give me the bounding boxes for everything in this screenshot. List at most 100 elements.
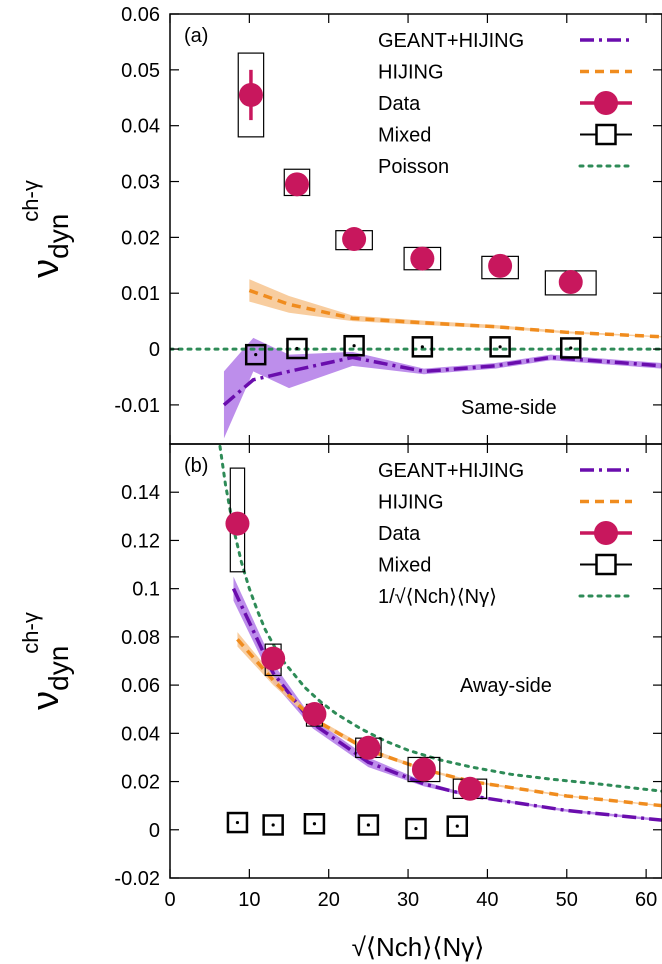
y-tick-label: 0.05 [121, 60, 160, 82]
legend-label: GEANT+HIJING [378, 30, 524, 52]
y-tick-label: 0 [149, 339, 160, 361]
y-axis-label-sup: ch-γ [18, 180, 43, 222]
line-geant-hijing [222, 355, 662, 407]
y-tick-label: 0.1 [132, 579, 160, 601]
mixed-point-center [366, 823, 370, 827]
legend-label: Data [378, 523, 421, 545]
band-geant-hijing [223, 337, 662, 439]
panel-tag: (b) [184, 455, 208, 477]
mixed-point [303, 813, 326, 835]
mixed-point-center [312, 822, 317, 826]
mixed-point-center [254, 353, 258, 357]
mixed-point-center [271, 823, 275, 827]
x-tick-label: 0 [164, 889, 175, 911]
legend-entry: 1/√⟨Nch⟩⟨Nγ⟩ [378, 586, 634, 608]
data-point [225, 511, 250, 536]
x-tick-label: 60 [635, 889, 657, 911]
data-point [356, 735, 381, 760]
mixed-point [226, 811, 249, 834]
data-point [457, 776, 482, 801]
mixed-point-center [295, 346, 299, 351]
band-hijing [237, 632, 662, 807]
mixed-point [559, 337, 582, 359]
mixed-point [405, 817, 427, 840]
data-point [284, 172, 309, 197]
data-point [342, 227, 367, 252]
legend-entry: Data [378, 521, 632, 545]
data-point [302, 702, 327, 727]
y-tick-label: 0.04 [121, 116, 160, 138]
y-axis-label: νdynch-γ [18, 180, 74, 278]
legend-label: HIJING [378, 492, 444, 514]
legend-label: 1/√⟨Nch⟩⟨Nγ⟩ [378, 586, 497, 608]
mixed-point [411, 336, 434, 358]
mixed-point [244, 343, 267, 366]
y-axis-label-base: ν [25, 691, 67, 710]
region-label: Away-side [460, 675, 552, 697]
y-tick-label: 0.14 [121, 482, 160, 504]
systematic-box [407, 756, 441, 783]
y-tick-label: 0.01 [121, 283, 160, 305]
plot-area [218, 444, 662, 840]
y-tick-label: 0.08 [121, 627, 160, 649]
legend-label: HIJING [378, 62, 444, 84]
panel-tag: (a) [184, 25, 208, 47]
mixed-point [343, 334, 365, 357]
legend-entry: Data [378, 91, 632, 115]
legend-entry: HIJING [378, 492, 632, 514]
legend-label: Poisson [378, 156, 449, 178]
mixed-point-center [352, 344, 356, 348]
mixed-point [489, 336, 511, 358]
legend-swatch [594, 91, 618, 115]
data-point [558, 270, 583, 295]
systematic-box [237, 52, 265, 138]
line-geant-hijing [231, 587, 662, 822]
legend-entry: HIJING [378, 62, 632, 84]
data-point [411, 757, 436, 782]
y-tick-label: 0.03 [121, 172, 160, 194]
dotted-line [218, 444, 662, 793]
line-hijing [236, 638, 662, 808]
panel-a-same-side: -0.01 0 0.01 0.02 0.03 0.04 0.05 0.06 νdynch-γ (a… [18, 4, 662, 445]
legend-entry: GEANT+HIJING [378, 460, 632, 482]
legend-label: Data [378, 93, 421, 115]
x-axis-label: √⟨Nch⟩⟨Nγ⟩ [352, 932, 485, 962]
y-tick-label: 0.02 [121, 227, 160, 249]
y-tick-label: 0.02 [121, 772, 160, 794]
x-tick-label: 20 [318, 889, 340, 911]
mixed-point-center [455, 824, 459, 828]
legend-label: GEANT+HIJING [378, 460, 524, 482]
y-tick-label: 0.06 [121, 4, 160, 26]
plot-area [170, 52, 662, 439]
legend-entry: Poisson [378, 156, 634, 178]
data-point [488, 253, 513, 278]
legend-swatch [595, 553, 617, 576]
line-hijing [248, 288, 662, 339]
y-tick-label: 0.12 [121, 530, 160, 552]
plot-frame [169, 443, 662, 879]
mixed-point [286, 337, 308, 360]
mixed-point-center [569, 346, 573, 350]
y-axis-label-sub: dyn [43, 214, 74, 259]
y-tick-label: -0.01 [114, 395, 160, 417]
legend-entry: Mixed [378, 553, 632, 577]
legend-entry: Mixed [378, 123, 632, 147]
y-axis-label-sub: dyn [43, 646, 74, 691]
mixed-point-center [420, 345, 424, 349]
legend-entry: GEANT+HIJING [378, 30, 632, 52]
mixed-point-center [414, 826, 418, 831]
legend-label-text: 1/√⟨Nch⟩⟨Nγ⟩ [378, 586, 497, 608]
legend-swatch [595, 123, 617, 146]
region-label: Same-side [461, 397, 557, 419]
legend-label: Mixed [378, 125, 431, 147]
data-point [238, 82, 263, 107]
y-tick-label: 0.04 [121, 723, 160, 745]
x-tick-label: 30 [397, 889, 419, 911]
y-tick-label: -0.02 [114, 868, 160, 890]
y-axis-label-sup: ch-γ [18, 612, 43, 654]
y-tick-label: 0 [149, 820, 160, 842]
legend-label: Mixed [378, 555, 431, 577]
x-tick-label: 40 [476, 889, 498, 911]
y-tick-label: 0.06 [121, 675, 160, 697]
